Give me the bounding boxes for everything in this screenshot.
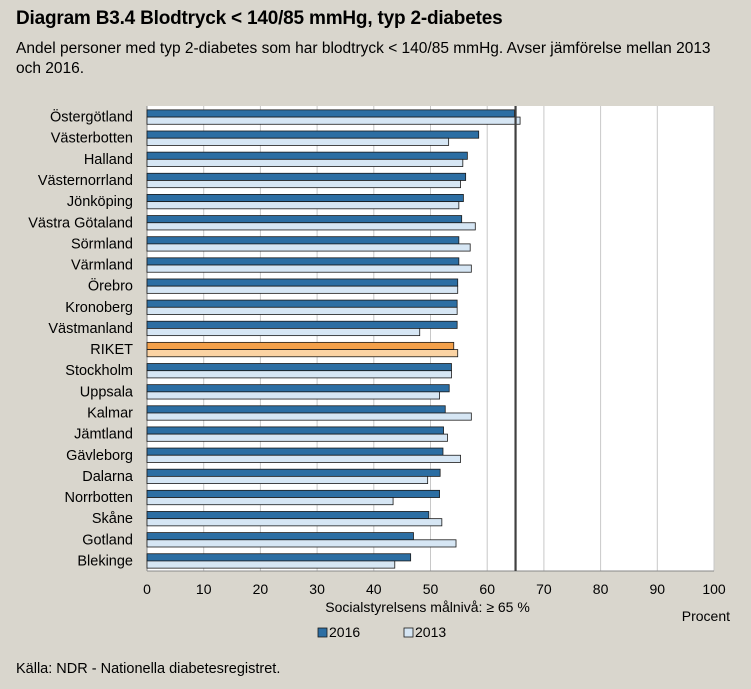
- bar-2016: [146, 468, 441, 477]
- bar-2016: [146, 236, 460, 245]
- legend-label-2016: 2016: [329, 624, 360, 640]
- category-label: Östergötland: [50, 108, 133, 126]
- bar-2013: [146, 475, 429, 484]
- bar-2013: [146, 137, 450, 146]
- category-label: Jönköping: [67, 194, 133, 210]
- bar-2016: [146, 299, 458, 308]
- bar-2016: [146, 511, 430, 520]
- x-tick-label: 0: [143, 581, 151, 597]
- bar-2016: [146, 320, 458, 329]
- bar-2016: [146, 384, 450, 393]
- bar-2016: [146, 215, 463, 224]
- category-label: Örebro: [88, 277, 133, 295]
- bar-2016: [146, 257, 460, 266]
- bar-2013: [146, 306, 458, 315]
- bar-2016: [146, 130, 480, 139]
- category-label: Uppsala: [80, 384, 134, 400]
- category-label: RIKET: [90, 342, 133, 358]
- x-tick-label: 50: [423, 581, 439, 597]
- bar-2016: [146, 109, 515, 118]
- bar-2016: [146, 194, 464, 203]
- bar-2016: [146, 553, 412, 562]
- category-label: Dalarna: [82, 469, 134, 485]
- category-label: Jämtland: [74, 427, 133, 443]
- bar-2013: [146, 116, 521, 125]
- bar-2013: [146, 158, 464, 167]
- bar-2013: [146, 433, 448, 442]
- bar-2013: [146, 328, 421, 337]
- bar-2013: [146, 539, 457, 548]
- bar-2016: [146, 363, 452, 372]
- x-tick-label: 30: [309, 581, 325, 597]
- chart-title: Diagram B3.4 Blodtryck < 140/85 mmHg, ty…: [16, 8, 503, 29]
- bar-2016: [146, 405, 446, 414]
- source-note: Källa: NDR - Nationella diabetesregistre…: [16, 661, 281, 677]
- bar-2016: [146, 151, 468, 160]
- x-tick-label: 100: [702, 581, 726, 597]
- category-label: Västra Götaland: [28, 215, 133, 231]
- x-tick-label: 70: [536, 581, 552, 597]
- bar-2013: [146, 370, 452, 379]
- bar-2013: [146, 285, 459, 294]
- x-axis-title: Procent: [682, 608, 730, 624]
- target-label: Socialstyrelsens målnivå: ≥ 65 %: [325, 599, 530, 615]
- bar-2013: [146, 201, 460, 210]
- bar-2016: [146, 172, 467, 181]
- bar-2013: [146, 518, 443, 527]
- legend-swatch-2016: [317, 627, 328, 638]
- category-label: Gävleborg: [66, 448, 133, 464]
- bar-2013: [146, 412, 472, 421]
- category-label: Sörmland: [71, 236, 133, 252]
- category-label: Västerbotten: [51, 131, 133, 147]
- category-label: Stockholm: [65, 363, 133, 379]
- category-label: Västernorrland: [38, 173, 133, 189]
- x-tick-label: 60: [479, 581, 495, 597]
- category-label: Skåne: [92, 511, 133, 527]
- legend-label-2013: 2013: [415, 624, 446, 640]
- bar-2016: [146, 532, 414, 541]
- category-label: Gotland: [82, 532, 133, 548]
- chart-subtitle: Andel personer med typ 2-diabetes som ha…: [16, 40, 711, 77]
- category-label: Halland: [84, 152, 133, 168]
- bar-2016: [146, 278, 459, 287]
- bar-2013: [146, 497, 394, 506]
- bar-2016: [146, 426, 444, 435]
- bar-2013: [146, 264, 472, 273]
- bar-2016: [146, 341, 455, 350]
- bar-2013: [146, 349, 459, 358]
- category-label: Västmanland: [48, 321, 133, 337]
- category-label: Kalmar: [87, 405, 133, 421]
- bar-2016: [146, 489, 440, 498]
- bar-2013: [146, 243, 471, 252]
- category-label: Blekinge: [77, 553, 133, 569]
- category-label: Värmland: [71, 258, 133, 274]
- x-tick-label: 10: [196, 581, 212, 597]
- bar-2016: [146, 447, 444, 456]
- bar-2013: [146, 560, 396, 569]
- x-tick-label: 80: [593, 581, 609, 597]
- category-label: Norrbotten: [64, 490, 133, 506]
- bar-2013: [146, 391, 440, 400]
- bar-2013: [146, 222, 476, 231]
- bar-2013: [146, 180, 461, 189]
- legend-swatch-2013: [403, 627, 414, 638]
- x-tick-label: 20: [253, 581, 269, 597]
- x-tick-label: 90: [650, 581, 666, 597]
- bar-2013: [146, 454, 461, 463]
- x-tick-label: 40: [366, 581, 382, 597]
- category-label: Kronoberg: [65, 300, 133, 316]
